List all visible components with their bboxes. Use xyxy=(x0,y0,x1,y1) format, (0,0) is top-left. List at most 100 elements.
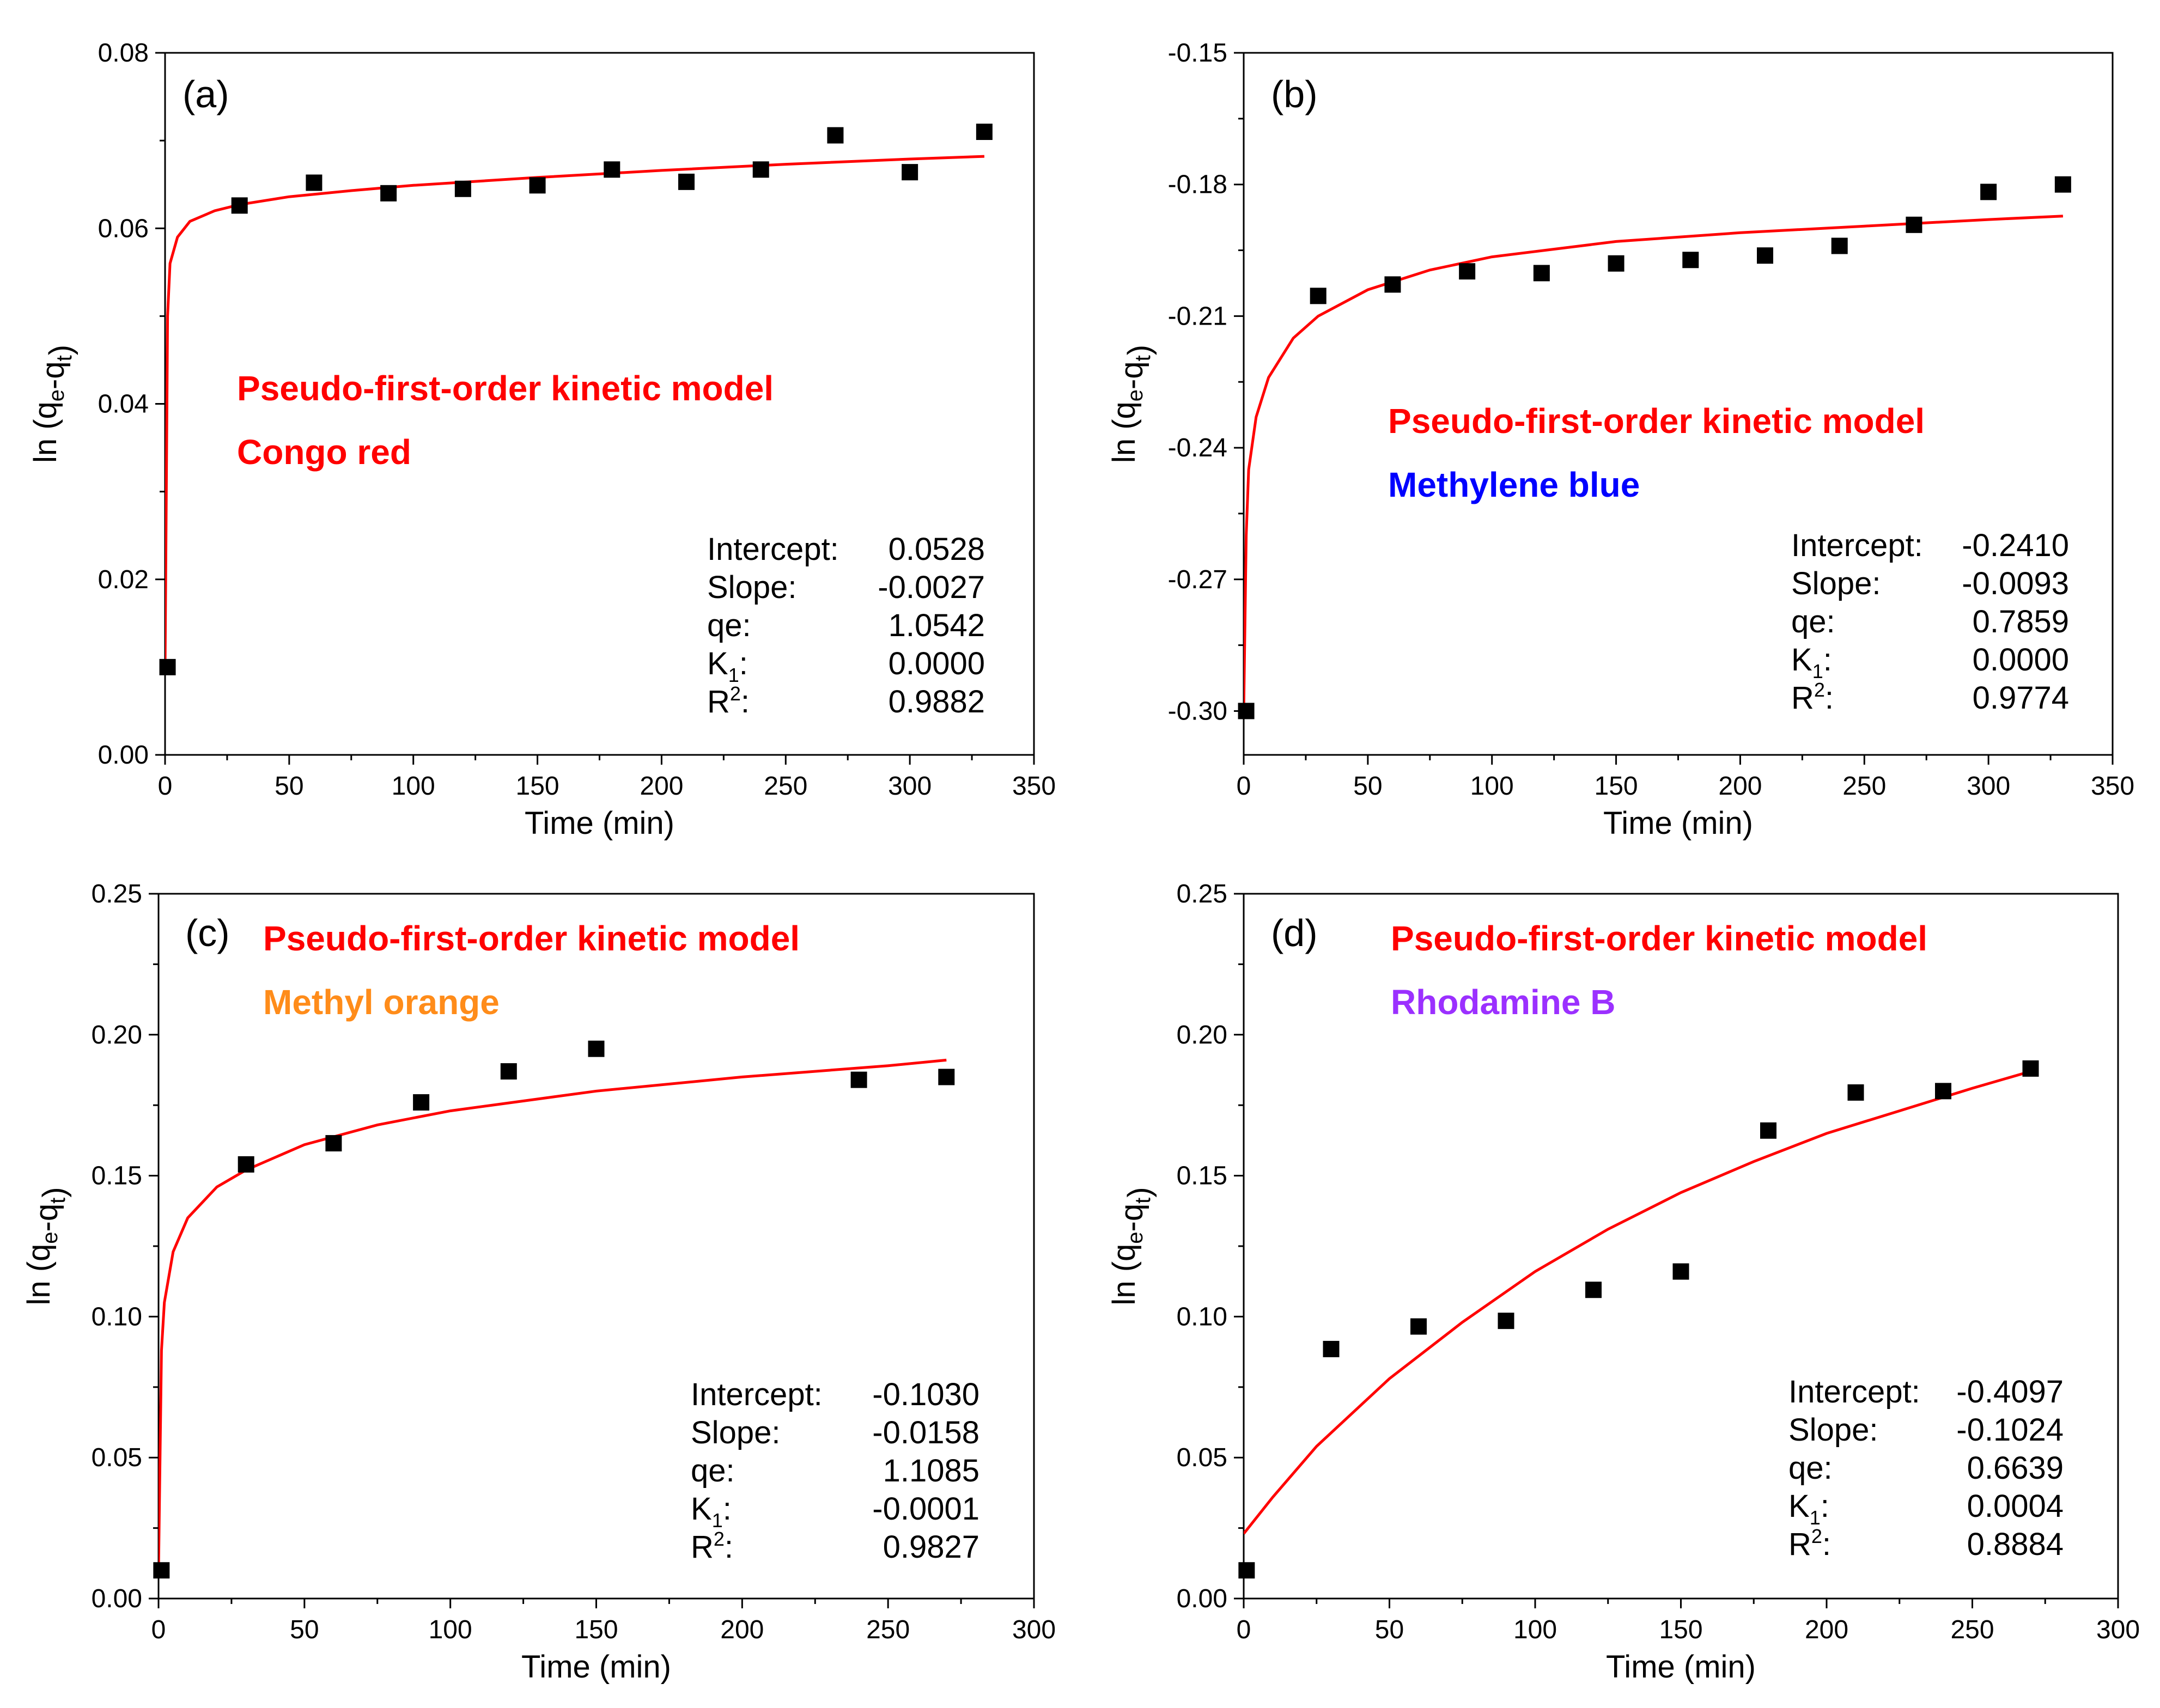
data-point xyxy=(976,124,993,141)
data-point xyxy=(604,161,620,178)
y-tick-label: 0.25 xyxy=(1177,880,1227,908)
x-tick-label: 150 xyxy=(574,1615,618,1644)
y-tick-label: 0.06 xyxy=(98,214,149,243)
data-point xyxy=(1533,265,1550,282)
x-tick-label: 250 xyxy=(764,772,807,801)
x-tick-label: 200 xyxy=(1718,772,1762,801)
stat-label: Intercept: xyxy=(691,1377,823,1412)
stat-label: R2: xyxy=(1788,1525,1831,1562)
y-tick-label: 0.00 xyxy=(92,1584,142,1613)
stat-label: qe: xyxy=(1788,1450,1833,1486)
fit-line xyxy=(159,1058,947,1571)
y-tick-label: 0.00 xyxy=(98,741,149,770)
y-tick-label: 0.15 xyxy=(92,1162,142,1191)
data-point xyxy=(827,127,844,144)
x-axis-title: Time (min) xyxy=(1606,1649,1756,1685)
stat-value: 0.6639 xyxy=(1967,1450,2064,1486)
stat-value: -0.0001 xyxy=(872,1491,979,1527)
model-label: Pseudo-first-order kinetic model xyxy=(263,919,800,958)
stat-label: K1: xyxy=(1791,642,1832,682)
data-point xyxy=(678,173,695,190)
data-point xyxy=(850,1071,867,1088)
data-point xyxy=(454,180,471,197)
x-tick-label: 300 xyxy=(888,772,932,801)
stat-value: 0.0004 xyxy=(1967,1489,2064,1524)
fit-line xyxy=(1244,215,2064,711)
model-label: Pseudo-first-order kinetic model xyxy=(1388,401,1925,441)
x-tick-label: 300 xyxy=(1967,772,2010,801)
data-point xyxy=(2022,1060,2039,1077)
data-point xyxy=(325,1135,342,1152)
x-tick-label: 0 xyxy=(1237,1615,1251,1644)
x-axis-title: Time (min) xyxy=(525,806,674,841)
stat-value: -0.4097 xyxy=(1956,1374,2064,1410)
y-tick-label: -0.30 xyxy=(1168,697,1227,725)
x-tick-label: 0 xyxy=(151,1615,166,1644)
data-point xyxy=(231,197,248,214)
stat-value: -0.0027 xyxy=(878,570,985,605)
stat-value: 0.9882 xyxy=(889,684,985,719)
y-tick-label: 0.20 xyxy=(92,1021,142,1050)
dye-label: Methylene blue xyxy=(1388,465,1640,504)
x-tick-label: 150 xyxy=(516,772,559,801)
y-tick-label: 0.10 xyxy=(92,1302,142,1331)
stat-label: Slope: xyxy=(1788,1412,1878,1448)
x-tick-label: 350 xyxy=(1012,772,1056,801)
y-tick-label: -0.15 xyxy=(1168,39,1227,68)
dye-label: Methyl orange xyxy=(263,983,500,1022)
x-tick-label: 200 xyxy=(720,1615,764,1644)
chart-panel-3: 0 50 100 150 200 250 300 0.00 0.05 0.10 0.15 0.20 0.… xyxy=(21,880,1056,1685)
data-point xyxy=(1831,237,1848,254)
stat-value: 0.9827 xyxy=(883,1529,979,1565)
stat-value: 0.0000 xyxy=(889,646,985,681)
data-point xyxy=(1323,1340,1340,1357)
y-axis-title: ln (qe-qt) xyxy=(28,345,78,463)
stat-value: -0.1024 xyxy=(1956,1412,2064,1448)
x-tick-label: 0 xyxy=(1237,772,1251,801)
data-point xyxy=(1760,1122,1776,1139)
stat-label: R2: xyxy=(1791,679,1834,716)
x-tick-label: 250 xyxy=(1950,1615,1994,1644)
data-point xyxy=(938,1069,955,1085)
y-tick-label: 0.00 xyxy=(1177,1584,1227,1613)
panel-label: (d) xyxy=(1271,912,1318,954)
stat-label: Slope: xyxy=(707,570,796,605)
y-tick-label: 0.15 xyxy=(1177,1162,1227,1191)
data-point xyxy=(902,164,918,181)
model-label: Pseudo-first-order kinetic model xyxy=(237,369,774,408)
y-tick-label: 0.04 xyxy=(98,390,149,419)
stat-value: -0.2410 xyxy=(1962,528,2069,563)
y-tick-label: -0.27 xyxy=(1168,565,1227,594)
data-point xyxy=(1847,1084,1864,1101)
stat-label: qe: xyxy=(1791,604,1835,639)
x-tick-label: 100 xyxy=(1513,1615,1557,1644)
panel-label: (b) xyxy=(1271,73,1318,115)
data-point xyxy=(238,1156,254,1173)
x-tick-label: 150 xyxy=(1595,772,1638,801)
stat-label: Slope: xyxy=(1791,566,1881,601)
stat-label: Intercept: xyxy=(1788,1374,1920,1410)
data-point xyxy=(380,185,397,202)
data-point xyxy=(153,1562,170,1579)
y-tick-label: 0.08 xyxy=(98,39,149,68)
stat-label: Intercept: xyxy=(1791,528,1923,563)
data-point xyxy=(1410,1318,1427,1335)
data-point xyxy=(1238,703,1255,719)
dye-label: Rhodamine B xyxy=(1391,983,1615,1022)
x-tick-label: 350 xyxy=(2091,772,2134,801)
x-tick-label: 200 xyxy=(640,772,683,801)
stat-label: K1: xyxy=(707,646,748,686)
stat-value: 0.0528 xyxy=(889,532,985,567)
x-tick-label: 250 xyxy=(1842,772,1886,801)
dye-label: Congo red xyxy=(237,432,411,472)
data-point xyxy=(500,1063,517,1080)
model-label: Pseudo-first-order kinetic model xyxy=(1391,919,1927,958)
panel-label: (c) xyxy=(185,912,230,954)
y-tick-label: -0.24 xyxy=(1168,434,1227,462)
x-tick-label: 0 xyxy=(158,772,173,801)
data-point xyxy=(529,177,546,194)
x-tick-label: 300 xyxy=(1012,1615,1056,1644)
stat-label: R2: xyxy=(691,1528,733,1565)
data-point xyxy=(1608,255,1624,272)
stat-label: K1: xyxy=(691,1491,732,1532)
